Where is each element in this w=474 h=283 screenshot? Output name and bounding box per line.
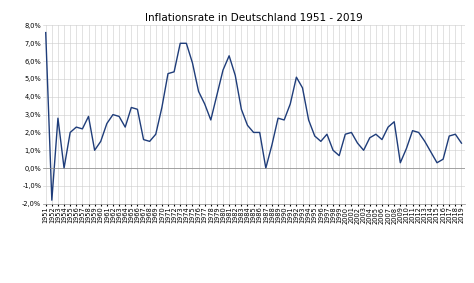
- Title: Inflationsrate in Deutschland 1951 - 2019: Inflationsrate in Deutschland 1951 - 201…: [145, 13, 363, 23]
